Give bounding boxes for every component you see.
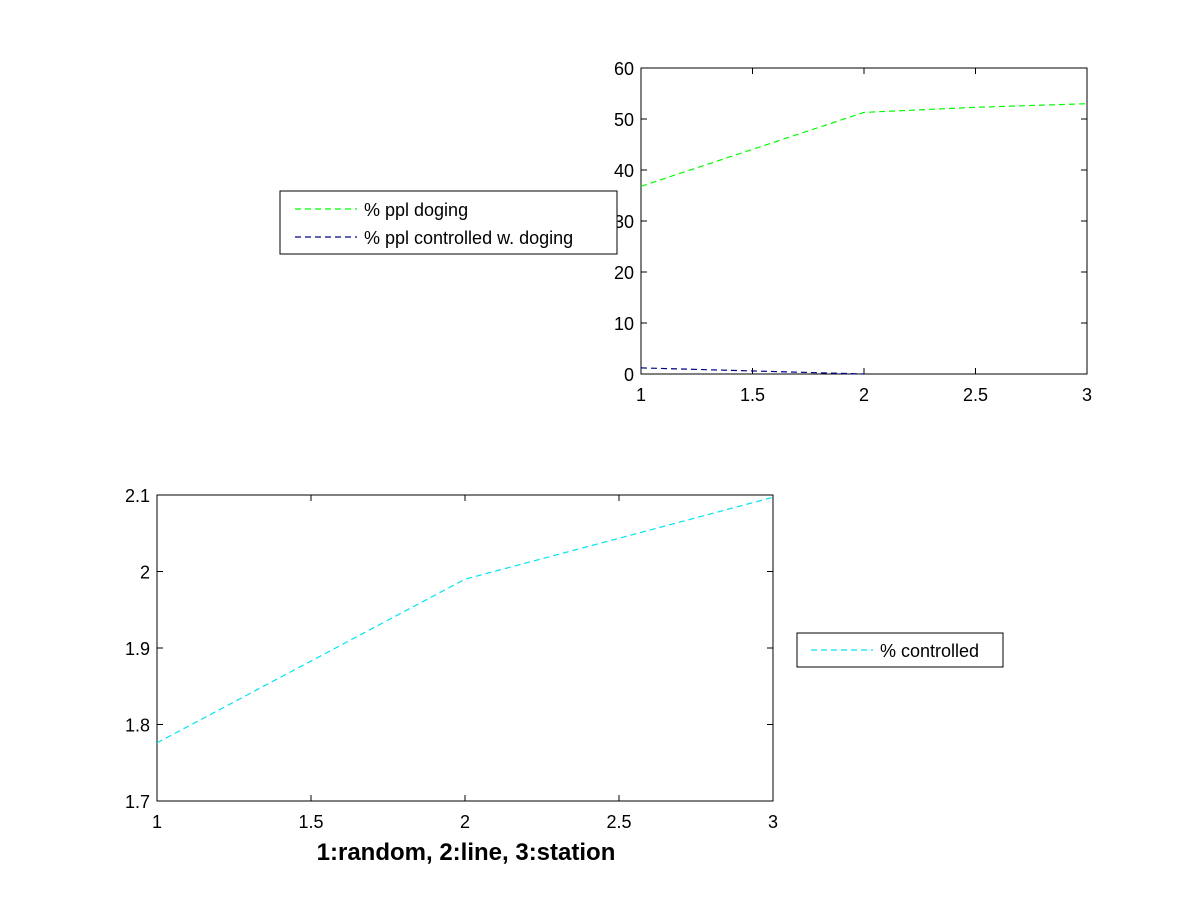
plot-area-bottom: [156, 494, 774, 802]
x-tick-label: 2.5: [606, 812, 631, 832]
y-tick-label: 50: [614, 110, 634, 130]
x-tick-label: 2: [859, 385, 869, 405]
x-tick-label: 2.5: [963, 385, 988, 405]
series-group-top: [640, 103, 1088, 375]
x-tick-label: 1.5: [298, 812, 323, 832]
series-line-bottom-0: [156, 496, 774, 744]
y-tick-label: 10: [614, 314, 634, 334]
y-tick-label: 0: [624, 365, 634, 385]
x-tick-label: 1.5: [740, 385, 765, 405]
x-axis-label-bottom: 1:random, 2:line, 3:station: [317, 839, 616, 866]
series-line-top-1: [640, 367, 865, 375]
y-tick-label: 1.9: [125, 639, 150, 659]
series-line-top-0: [640, 103, 1088, 187]
legend-bottom: % controlled: [796, 632, 1004, 668]
legend-box-top: [279, 190, 618, 255]
y-tick-label: 2.1: [125, 486, 150, 506]
x-tick-label: 1: [636, 385, 646, 405]
y-tick-label: 1.8: [125, 716, 150, 736]
y-tick-label: 2: [140, 563, 150, 583]
tick-group-bottom: 1 1.5 2 2.5 3 1.7 1.8 1.9 2 2.1: [125, 486, 778, 832]
legend-label-controlled-doging: % ppl controlled w. doging: [364, 228, 573, 248]
legend-label-doging: % ppl doging: [364, 200, 468, 220]
x-tick-label: 2: [460, 812, 470, 832]
y-tick-label: 20: [614, 263, 634, 283]
y-tick-label: 60: [614, 59, 634, 79]
x-tick-label: 3: [768, 812, 778, 832]
x-tick-label: 3: [1082, 385, 1092, 405]
x-tick-label: 1: [152, 812, 162, 832]
series-group-bottom: [156, 496, 774, 744]
plot-area-top: [640, 67, 1088, 375]
y-tick-label: 30: [614, 212, 634, 232]
chart-bottom: 1 1.5 2 2.5 3 1.7 1.8 1.9 2 2.1 1:random, 2:line,…: [125, 486, 1004, 866]
y-tick-label: 1.7: [125, 792, 150, 812]
legend-top: % ppl doging % ppl controlled w. doging: [279, 190, 618, 255]
y-tick-label: 40: [614, 161, 634, 181]
legend-label-controlled: % controlled: [880, 641, 979, 661]
